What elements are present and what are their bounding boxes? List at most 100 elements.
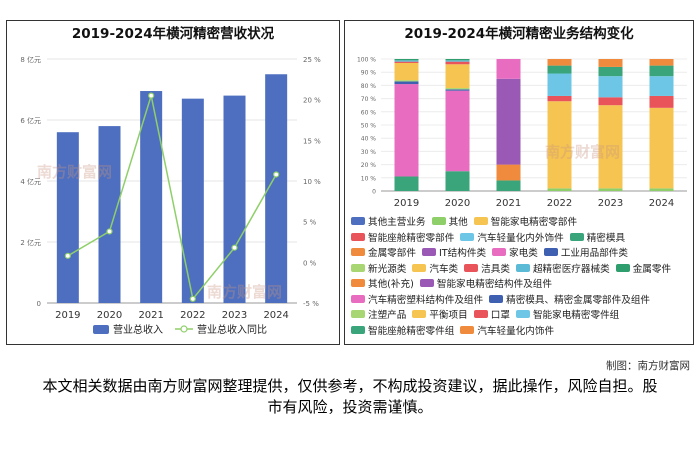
y-tick-label: 10 % (361, 175, 377, 182)
legend-swatch (351, 310, 365, 318)
x-tick-label: 2023 (598, 198, 623, 209)
stack-segment (547, 188, 572, 191)
stack-segment (445, 59, 470, 61)
y-tick-label: 70 % (361, 96, 377, 103)
legend-item: 超精密医疗器械类 (515, 261, 610, 275)
stack-segment (547, 65, 572, 74)
y-right-tick-label: -5 % (303, 300, 319, 308)
y-tick-label: 90 % (361, 70, 377, 77)
y-tick-label: 60 % (361, 109, 377, 116)
x-tick-label: 2020 (445, 198, 470, 209)
revenue-bar (265, 74, 288, 303)
legend-swatch (412, 310, 427, 318)
x-tick-label: 2022 (547, 198, 572, 209)
legend-swatch (473, 217, 488, 225)
legend-swatch (615, 263, 630, 272)
x-tick-label: 2020 (97, 310, 122, 321)
legend-label: 金属零部件 (368, 248, 416, 259)
legend-label: 智能家电精密零部件 (490, 217, 578, 228)
stack-segment (496, 180, 521, 191)
legend-item: 口罩 (473, 307, 510, 321)
legend-swatch (492, 248, 507, 256)
legend-label: 精密模具 (586, 232, 626, 244)
revenue-bar (98, 126, 121, 303)
legend-item: 其他主营业务 (351, 214, 426, 228)
legend-item: 智能家电精密零件组 (515, 307, 620, 321)
structure-chart: 0 10 % 20 % 30 % 40 % 50 % 60 % 70 % 80 % 90 % 100… (357, 57, 687, 209)
legend-swatch (419, 279, 434, 287)
revenue-chart-title: 2019-2024年横河精密营收状况 (71, 26, 275, 42)
stack-segment (394, 60, 419, 62)
legend-item: 精密模具 (569, 230, 626, 244)
legend-item: 家电类 (492, 245, 538, 259)
yoy-line (67, 95, 277, 301)
yoy-point (106, 228, 113, 235)
revenue-bar (181, 98, 204, 304)
y-left-tick-label: 4 亿元 (20, 177, 41, 186)
legend-label: 智能家电精密结构件及组件 (436, 279, 552, 290)
revenue-bar (140, 91, 163, 304)
y-tick-label: 20 % (361, 162, 377, 169)
revenue-chart-panel: 2019-2024年横河精密营收状况 0 2 亿元 4 亿元 6 亿元 8 亿元 -5 %… (6, 20, 340, 345)
x-tick-label: 2023 (222, 310, 247, 321)
legend-swatch (421, 248, 436, 256)
legend-swatch (351, 279, 365, 287)
legend-swatch (351, 263, 365, 272)
legend-label: 智能座舱精密零部件 (368, 232, 455, 244)
y-right-tick-label: 25 % (303, 56, 321, 64)
legend-label: 洁具类 (481, 263, 510, 275)
legend-swatch (464, 263, 479, 272)
stack-segment (445, 61, 470, 65)
yoy-point (148, 92, 155, 99)
yoy-point (231, 244, 238, 251)
legend-label: 汽车类 (429, 263, 459, 275)
structure-chart-title: 2019-2024年横河精密业务结构变化 (404, 26, 634, 42)
stack-segment (649, 59, 674, 66)
legend-item: 其他 (431, 214, 468, 228)
legend-label: 智能家电精密零件组 (532, 310, 620, 321)
legend-swatch (515, 263, 530, 272)
yoy-point (189, 295, 196, 303)
y-tick-label: 40 % (361, 136, 377, 143)
legend-row: 智能座舱精密零部件 汽车轻量化内外饰件 精密模具 (351, 230, 689, 244)
legend-row: 注塑产品 平衡项目 口罩 智能家电精密零件组 (351, 307, 689, 321)
stack-segment (394, 59, 419, 61)
stack-segment (547, 95, 572, 102)
legend-item: 精密模具、精密金属零部件及组件 (489, 292, 650, 306)
legend-item: 注塑产品 (351, 307, 406, 321)
legend-row: 新光源类 汽车类 洁具类 超精密医疗器械类 金属零件 (351, 261, 689, 275)
y-right-tick-label: 10 % (303, 178, 321, 186)
legend-label: 智能座舱精密零件组 (368, 325, 455, 337)
chart-credit: 制图：南方财富网 (606, 360, 690, 372)
x-tick-label: 2024 (263, 310, 288, 321)
stack-segment (394, 81, 419, 85)
stack-segment (394, 61, 419, 63)
y-right-tick-label: 0 % (303, 259, 317, 267)
x-tick-label: 2019 (394, 198, 419, 209)
legend-label: 汽车轻量化内饰件 (477, 325, 555, 337)
legend-swatch (351, 325, 365, 334)
x-tick-label: 2024 (649, 198, 674, 209)
legend-label: 家电类 (509, 248, 538, 259)
stack-segment (445, 171, 470, 191)
stack-segment (496, 59, 521, 79)
legend-swatch (515, 310, 530, 318)
legend-swatch (431, 217, 446, 225)
legend-item: 智能座舱精密零部件 (351, 230, 454, 244)
stack-segment (547, 59, 572, 66)
x-tick-label: 2021 (138, 310, 163, 321)
legend-swatch-yoy-dot (180, 325, 188, 333)
y-tick-label: 100 % (357, 57, 376, 64)
y-tick-label: 0 (372, 189, 376, 196)
x-tick-label: 2019 (55, 310, 80, 321)
stack-segment (649, 95, 674, 108)
legend-swatch (351, 248, 365, 256)
stack-segment (598, 76, 623, 98)
yoy-point (273, 171, 280, 178)
legend-swatch (351, 294, 365, 303)
legend-swatch (543, 248, 558, 256)
stack-segment (394, 80, 419, 82)
legend-item: 金属零件 (615, 261, 671, 275)
legend-label-revenue: 营业总收入 (113, 323, 163, 336)
